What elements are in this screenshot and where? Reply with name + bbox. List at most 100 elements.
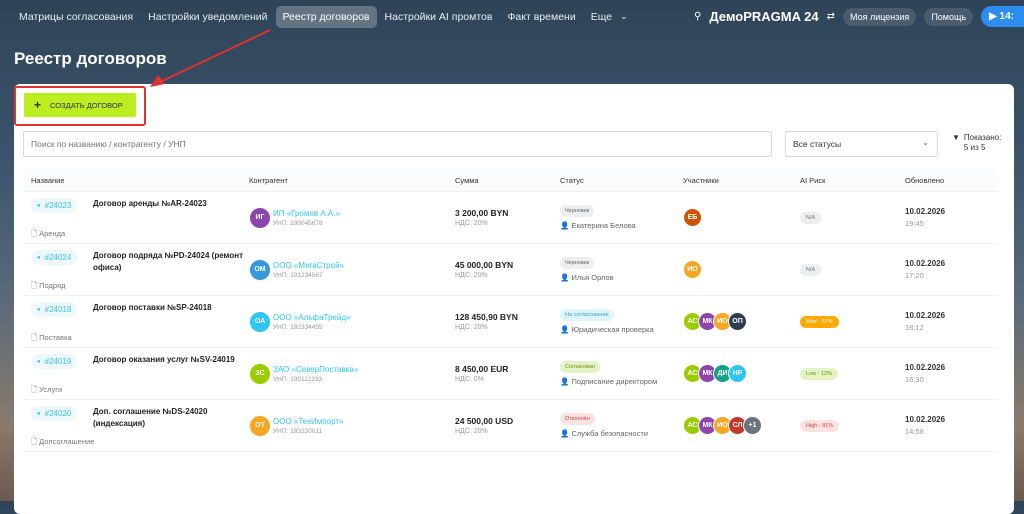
create-contract-button[interactable]: + СОЗДАТЬ ДОГОВОР (24, 93, 136, 117)
ai-risk-badge: High · 81% (800, 419, 840, 432)
contract-type-label: Поставка (39, 333, 72, 342)
contract-name[interactable]: Договор оказания услуг №SV-24019 (93, 355, 235, 364)
user-icon: 👤 (560, 377, 570, 386)
counterparty-link[interactable]: ЗАО «СеверПоставка» (273, 364, 359, 374)
document-icon: 🗋 (31, 229, 38, 238)
col-participants[interactable]: Участники (683, 176, 719, 185)
user-icon: 👤 (560, 273, 570, 282)
nav-item[interactable]: Факт времени (507, 10, 576, 23)
col-sum[interactable]: Сумма (455, 176, 479, 185)
contract-id-badge[interactable]: #24019 (31, 354, 78, 369)
participant-avatar[interactable]: +1 (743, 416, 762, 435)
ai-risk-badge: Low · 12% (800, 367, 838, 380)
participant-avatar[interactable]: АС (683, 364, 702, 383)
updated-time: 17:20 (905, 271, 924, 280)
search-icon[interactable]: ⚲ (694, 11, 702, 22)
participant-avatar[interactable]: ЕБ (683, 208, 702, 227)
plus-icon: + (34, 98, 42, 112)
contract-type: 🗋 Аренда (31, 228, 65, 241)
user-icon: 👤 (560, 325, 570, 334)
contract-name[interactable]: Договор аренды №AR-24023 (93, 199, 207, 208)
contract-vat: НДС: 0% (455, 376, 484, 383)
col-name[interactable]: Название (31, 176, 65, 185)
contract-id-badge[interactable]: #24024 (31, 250, 78, 265)
ai-risk-badge: N/A (800, 211, 822, 224)
participants: ИО (683, 260, 702, 279)
document-icon: 🗋 (31, 385, 38, 394)
table-row[interactable]: #24019 Договор оказания услуг №SV-24019 🗋 … (23, 348, 998, 400)
col-updated[interactable]: Обновлено (905, 176, 945, 185)
shown-value: 5 из 5 (963, 143, 986, 152)
filter-icon: ▼ (952, 133, 960, 142)
contract-name[interactable]: Договор поставки №SP-24018 (93, 303, 212, 312)
contract-name[interactable]: Доп. соглашение №DS-24020 (индексация) (93, 407, 208, 428)
counterparty-link[interactable]: ООО «МегаСтрой» (273, 260, 344, 270)
contract-id-badge[interactable]: #24023 (31, 198, 78, 213)
user-icon: 👤 (560, 429, 570, 438)
license-button[interactable]: Моя лицензия (842, 7, 917, 26)
participants: АС МК ИО ОП (683, 312, 747, 331)
contract-id-badge[interactable]: #24018 (31, 302, 78, 317)
ai-risk-badge: N/A (800, 263, 822, 276)
table-row[interactable]: #24024 Договор подряда №PD-24024 (ремонт … (23, 244, 998, 296)
shown-counter: ▼ Показано: 5 из 5 (952, 133, 1001, 153)
document-icon: 🗋 (31, 281, 38, 290)
table-header: Название Контрагент Сумма Статус Участни… (23, 170, 998, 192)
contract-name[interactable]: Договор подряда №PD-24024 (ремонт офиса) (93, 251, 244, 272)
nav-item[interactable]: Настройки AI промтов (384, 10, 493, 23)
counterparty-link[interactable]: ООО «АльфаТрейд» (273, 312, 351, 322)
nav-item[interactable]: Настройки уведомлений (148, 10, 268, 23)
contract-vat: НДС: 20% (455, 428, 488, 435)
help-button[interactable]: Помощь (924, 7, 974, 26)
participant-avatar[interactable]: АС (683, 416, 702, 435)
contract-sum: 8 450,00 EUR (455, 364, 509, 374)
counterparty-avatar: ИГ (249, 206, 271, 229)
nav-item[interactable]: Матрицы согласования (19, 10, 134, 23)
contract-sum: 45 000,00 BYN (455, 260, 514, 270)
counterparty-unp: УНП: 290045678 (273, 219, 323, 227)
contract-type-label: Услуги (39, 385, 63, 394)
col-counterparty[interactable]: Контрагент (249, 176, 288, 185)
status-badge: Согласован (560, 361, 601, 373)
switch-icon[interactable]: ⇄ (826, 11, 835, 22)
status-owner: Илья Орлов (571, 273, 614, 282)
contract-id-badge[interactable]: #24020 (31, 406, 78, 421)
counterparty-avatar: ОА (249, 310, 271, 333)
time-tracker-button[interactable]: ▶ 14: (981, 6, 1024, 27)
nav-item[interactable]: Еще (590, 10, 613, 23)
status-select[interactable]: Все статусы ⌄ (785, 131, 938, 157)
counterparty-link[interactable]: ИП «Громов А.А.» (273, 208, 340, 218)
brand-logo: ДемоPRAGMA 24 (709, 9, 819, 24)
status-owner: Служба безопасности (571, 429, 648, 438)
contract-type-label: Аренда (39, 229, 66, 238)
table-row[interactable]: #24018 Договор поставки №SP-24018 🗋 Постав… (23, 296, 998, 348)
document-icon: 🗋 (31, 333, 38, 342)
status-owner: Подписание директором (571, 377, 658, 386)
participant-avatar[interactable]: НР (728, 364, 747, 383)
contract-sum: 24 500,00 USD (455, 416, 514, 426)
col-ai-risk[interactable]: AI Риск (800, 176, 826, 185)
status-badge: Отклонён (560, 413, 595, 425)
counterparty-link[interactable]: ООО «ТехИмпорт» (273, 416, 344, 426)
table-row[interactable]: #24023 Договор аренды №AR-24023 🗋 Аренда И… (23, 192, 998, 244)
search-input[interactable] (23, 131, 772, 157)
contract-type: 🗋 Допсоглашение (31, 436, 94, 449)
table-row[interactable]: #24020 Доп. соглашение №DS-24020 (индекса… (23, 400, 998, 452)
col-status[interactable]: Статус (560, 176, 584, 185)
shown-label: Показано: (963, 133, 1002, 142)
updated-date: 10.02.2026 (905, 415, 946, 424)
counterparty-avatar: ЗС (249, 362, 271, 385)
participants: АС МК ДИ НР (683, 364, 747, 383)
participant-avatar[interactable]: ОП (728, 312, 747, 331)
contract-vat: НДС: 20% (455, 324, 488, 331)
contract-type-label: Подряд (39, 281, 66, 290)
status-badge: На согласовании (560, 309, 614, 321)
nav-item[interactable]: Реестр договоров (275, 5, 377, 28)
participant-avatar[interactable]: ИО (683, 260, 702, 279)
status-badge: Черновик (560, 205, 595, 217)
contract-sum: 3 200,00 BYN (455, 208, 509, 218)
annotation-arrow (159, 29, 271, 83)
document-icon: 🗋 (31, 437, 38, 446)
ai-risk-badge: Med · 57% (800, 315, 839, 328)
participants: ЕБ (683, 208, 702, 227)
